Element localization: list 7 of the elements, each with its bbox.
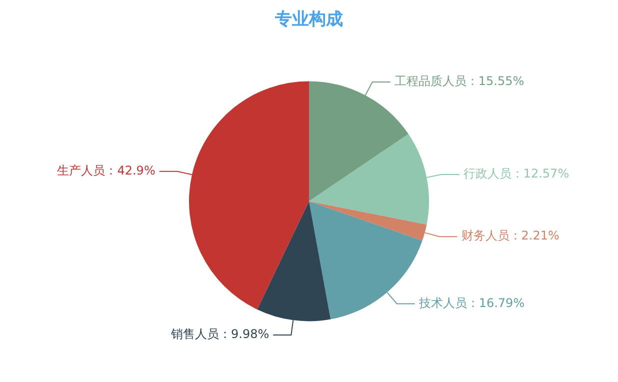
chart-title: 专业构成 [274, 10, 343, 30]
slice-label: 生产人员：42.9% [57, 163, 156, 178]
slice-label: 行政人员：12.57% [463, 166, 570, 181]
slice-label: 技术人员：16.79% [418, 296, 525, 310]
slice-label: 工程品质人员：15.55% [394, 74, 524, 88]
slice-label: 销售人员：9.98% [170, 327, 270, 342]
slice-label: 财务人员：2.21% [461, 228, 560, 243]
